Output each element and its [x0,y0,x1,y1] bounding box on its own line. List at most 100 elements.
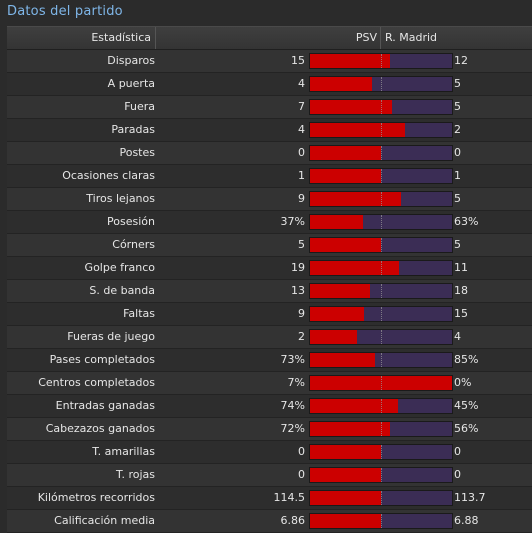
center-marker [381,445,382,459]
home-share-fill [310,307,364,321]
home-share-fill [310,422,390,436]
stat-label: Paradas [111,123,155,136]
away-value: 0% [454,376,472,389]
home-share-fill [310,146,381,160]
home-share-fill [310,215,363,229]
stat-label: Calificación media [54,514,155,527]
home-share-fill [310,261,400,275]
away-value: 0 [454,445,461,458]
panel-title: Datos del partido [7,4,123,19]
center-marker [381,422,382,436]
home-value: 73% [280,353,305,366]
stat-row: Entradas ganadas 74% 45% [7,395,532,418]
away-value: 63% [454,215,479,228]
comparison-bar [309,122,453,138]
home-share-fill [310,54,390,68]
stat-row: Kilómetros recorridos 114.5 113.7 [7,487,532,510]
away-value: 5 [454,77,461,90]
home-share-fill [310,445,381,459]
stat-row: Paradas 4 2 [7,119,532,142]
stat-label: Kilómetros recorridos [37,491,155,504]
center-marker [381,468,382,482]
column-header-home-team[interactable]: PSV [157,27,381,49]
stat-row: Posesión 37% 63% [7,211,532,234]
stat-label: Postes [119,146,155,159]
center-marker [381,330,382,344]
stat-row: Pases completados 73% 85% [7,349,532,372]
home-share-fill [310,399,399,413]
home-value: 37% [280,215,305,228]
home-value: 15 [291,54,305,67]
stat-label: Cabezazos ganados [45,422,155,435]
table-header: Estadística PSV R. Madrid [7,26,532,50]
home-value: 1 [298,169,305,182]
comparison-bar [309,306,453,322]
home-value: 19 [291,261,305,274]
center-marker [381,491,382,505]
center-marker [381,284,382,298]
comparison-bar [309,421,453,437]
home-value: 2 [298,330,305,343]
center-marker [381,215,382,229]
stat-row: Fuera 7 5 [7,96,532,119]
home-share-fill [310,514,381,528]
stat-row: Postes 0 0 [7,142,532,165]
column-header-away-team[interactable]: R. Madrid [385,31,438,44]
stat-row: Golpe franco 19 11 [7,257,532,280]
home-value: 9 [298,192,305,205]
stat-label: Ocasiones claras [62,169,155,182]
comparison-bar [309,375,453,391]
home-share-fill [310,468,381,482]
home-share-fill [310,284,370,298]
center-marker [381,399,382,413]
away-value: 0 [454,468,461,481]
home-value: 74% [280,399,305,412]
away-value: 11 [454,261,468,274]
comparison-bar [309,53,453,69]
home-value: 7% [287,376,305,389]
stat-label: Disparos [107,54,155,67]
stat-row: A puerta 4 5 [7,73,532,96]
comparison-bar [309,329,453,345]
home-value: 13 [291,284,305,297]
stat-label: Tiros lejanos [86,192,155,205]
home-value: 9 [298,307,305,320]
stat-row: Cabezazos ganados 72% 56% [7,418,532,441]
away-value: 0 [454,146,461,159]
stat-row: Disparos 15 12 [7,50,532,73]
stat-label: T. amarillas [92,445,155,458]
home-value: 7 [298,100,305,113]
center-marker [381,514,382,528]
away-value: 15 [454,307,468,320]
comparison-bar [309,283,453,299]
away-value: 6.88 [454,514,479,527]
column-header-stat[interactable]: Estadística [7,27,156,49]
away-value: 85% [454,353,479,366]
stat-label: A puerta [107,77,155,90]
center-marker [381,261,382,275]
center-marker [381,169,382,183]
home-value: 4 [298,77,305,90]
comparison-bar [309,513,453,529]
stat-row: T. amarillas 0 0 [7,441,532,464]
away-value: 56% [454,422,479,435]
stat-row: Faltas 9 15 [7,303,532,326]
center-marker [381,54,382,68]
center-marker [381,123,382,137]
comparison-bar [309,168,453,184]
home-value: 5 [298,238,305,251]
comparison-bar [309,237,453,253]
home-share-fill [310,123,406,137]
home-share-fill [310,330,357,344]
away-value: 45% [454,399,479,412]
home-value: 0 [298,146,305,159]
home-value: 0 [298,445,305,458]
away-value: 18 [454,284,468,297]
center-marker [381,100,382,114]
stat-label: Córners [112,238,155,251]
center-marker [381,238,382,252]
home-value: 72% [280,422,305,435]
stat-label: Faltas [123,307,155,320]
home-value: 6.86 [280,514,306,527]
comparison-bar [309,214,453,230]
